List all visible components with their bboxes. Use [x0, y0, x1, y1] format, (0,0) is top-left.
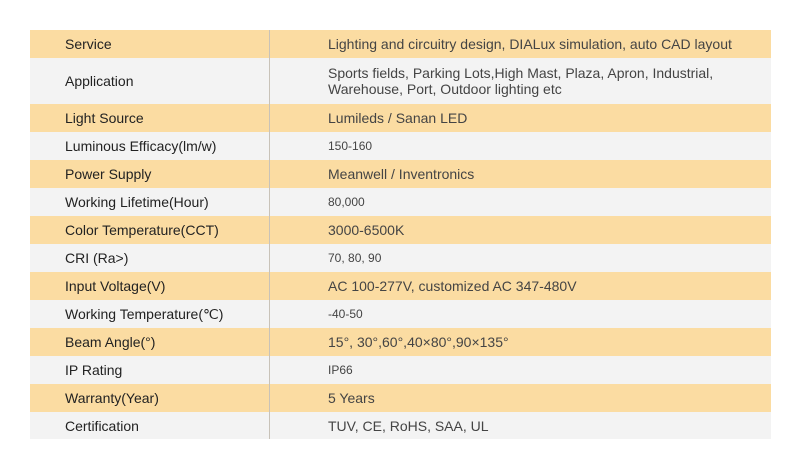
spec-value: 3000-6500K — [328, 222, 405, 238]
spec-value: TUV, CE, RoHS, SAA, UL — [328, 417, 489, 434]
spec-table: Service Lighting and circuitry design, DI… — [30, 30, 771, 439]
spec-label: Working Temperature(℃) — [30, 300, 270, 328]
table-row: Working Lifetime(Hour) 80,000 — [30, 188, 771, 216]
spec-label: Application — [30, 58, 270, 104]
spec-label: Luminous Efficacy(lm/w) — [30, 132, 270, 160]
table-row: Application Sports fields, Parking Lots,H… — [30, 58, 771, 104]
spec-value: 15°, 30°,60°,40×80°,90×135° — [328, 334, 509, 350]
spec-value: 70, 80, 90 — [328, 251, 382, 265]
table-row: Beam Angle(°) 15°, 30°,60°,40×80°,90×135° — [30, 328, 771, 356]
table-row: Input Voltage(V) AC 100-277V, customized … — [30, 272, 771, 300]
spec-value: Sports fields, Parking Lots,High Mast, P… — [328, 65, 714, 97]
table-row: IP Rating IP66 — [30, 356, 771, 384]
spec-value: Lumileds / Sanan LED — [328, 110, 468, 126]
spec-label: Service — [30, 30, 270, 58]
table-row: Service Lighting and circuitry design, DI… — [30, 30, 771, 58]
spec-label: IP Rating — [30, 356, 270, 384]
table-row: Color Temperature(CCT) 3000-6500K — [30, 216, 771, 244]
spec-label: Beam Angle(°) — [30, 328, 270, 356]
spec-label: Certification — [30, 412, 270, 439]
spec-value: Lighting and circuitry design, DIALux si… — [328, 36, 732, 52]
table-row: Certification TUV, CE, RoHS, SAA, UL — [30, 412, 771, 439]
spec-label: Power Supply — [30, 160, 270, 188]
spec-value: AC 100-277V, customized AC 347-480V — [328, 278, 577, 294]
table-row: Light Source Lumileds / Sanan LED — [30, 104, 771, 132]
spec-label: Input Voltage(V) — [30, 272, 270, 300]
spec-value: 150-160 — [328, 139, 373, 153]
spec-value: Meanwell / Inventronics — [328, 166, 475, 182]
spec-label: CRI (Ra>) — [30, 244, 270, 272]
spec-value: -40-50 — [328, 307, 363, 321]
spec-value: 80,000 — [328, 195, 365, 209]
table-row: CRI (Ra>) 70, 80, 90 — [30, 244, 771, 272]
spec-label: Warranty(Year) — [30, 384, 270, 412]
spec-value: 5 Years — [328, 390, 375, 406]
table-row: Luminous Efficacy(lm/w) 150-160 — [30, 132, 771, 160]
spec-label: Color Temperature(CCT) — [30, 216, 270, 244]
spec-value: IP66 — [328, 363, 353, 377]
table-row: Working Temperature(℃) -40-50 — [30, 300, 771, 328]
table-row: Power Supply Meanwell / Inventronics — [30, 160, 771, 188]
spec-label: Working Lifetime(Hour) — [30, 188, 270, 216]
spec-label: Light Source — [30, 104, 270, 132]
table-row: Warranty(Year) 5 Years — [30, 384, 771, 412]
